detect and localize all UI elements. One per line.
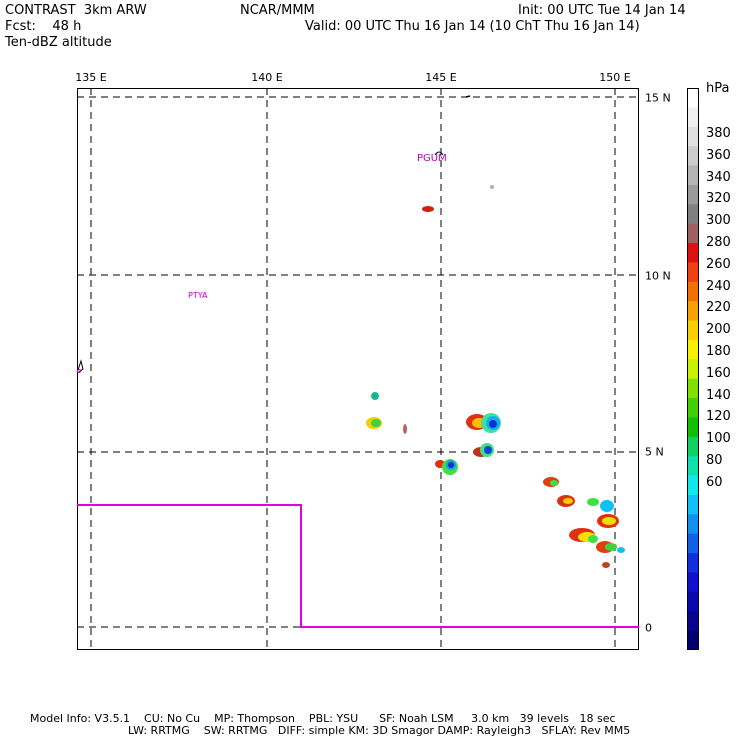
echo-cell <box>588 535 598 543</box>
station-label-guam: PGUM <box>417 153 447 164</box>
colorbar-tick-label: 320 <box>706 191 731 207</box>
colorbar-swatch <box>687 223 699 244</box>
echo-cell <box>422 206 434 212</box>
lat-label-15n: 15 N <box>645 91 671 105</box>
colorbar-swatch <box>687 339 699 360</box>
colorbar-swatch <box>687 436 699 457</box>
colorbar-tick-label: 260 <box>706 256 731 272</box>
colorbar-tick-label: 380 <box>706 126 731 141</box>
guam-coastline <box>434 151 444 156</box>
colorbar-swatch <box>687 456 699 477</box>
colorbar-swatch <box>687 514 699 535</box>
colorbar-swatch <box>687 359 699 380</box>
colorbar-swatch <box>687 165 699 186</box>
colorbar-swatch <box>687 591 699 612</box>
colorbar-swatch <box>687 243 699 263</box>
colorbar-swatch <box>687 398 699 418</box>
reflectivity-cells <box>366 185 625 568</box>
colorbar-swatch <box>687 281 699 302</box>
colorbar-tick-label: 120 <box>706 409 731 425</box>
colorbar-tick-label: 300 <box>706 213 731 229</box>
station-label-palau: PTYA <box>188 291 208 300</box>
colorbar-swatch <box>687 126 699 147</box>
colorbar-swatch <box>687 107 699 128</box>
colorbar-tick-label: 200 <box>706 322 731 338</box>
colorbar-tick-label: 140 <box>706 387 731 403</box>
map-panel: PGUM PTYA <box>77 88 639 650</box>
map-border <box>77 88 639 650</box>
colorbar-swatch <box>687 184 699 205</box>
colorbar-tick-label: 340 <box>706 169 731 185</box>
colorbar-tick-label: 160 <box>706 365 731 381</box>
model-info-line1: Model Info: V3.5.1 CU: No Cu MP: Thompso… <box>30 712 616 725</box>
echo-cell <box>605 543 617 551</box>
field-name: Ten-dBZ altitude <box>5 35 112 50</box>
island-coastline <box>465 95 471 98</box>
colorbar-tick-label: 60 <box>706 474 723 490</box>
model-info-line2: LW: RRTMG SW: RRTMG DIFF: simple KM: 3D … <box>128 724 631 737</box>
colorbar-swatch <box>687 533 699 554</box>
lon-label-135: 135 E <box>75 71 107 84</box>
echo-cell <box>489 420 497 428</box>
lon-label-150: 150 E <box>599 71 631 84</box>
model-title: CONTRAST 3km ARW <box>5 3 147 18</box>
echo-cell <box>602 517 616 525</box>
echo-cell <box>403 424 407 434</box>
lat-label-0: 0 <box>645 621 652 635</box>
colorbar-swatch <box>687 301 699 322</box>
colorbar-swatch <box>687 494 699 515</box>
echo-cell <box>600 500 614 512</box>
echo-cell <box>587 498 599 506</box>
colorbar-swatch <box>687 88 699 108</box>
colorbar-tick-label: 100 <box>706 431 731 447</box>
colorbar-tick-label: 360 <box>706 147 731 163</box>
station-marker-west <box>77 369 81 373</box>
colorbar-tick-label: 180 <box>706 344 731 359</box>
echo-cell <box>617 547 625 553</box>
colorbar-swatch <box>687 320 699 341</box>
colorbar-swatch <box>687 611 699 632</box>
echo-cell <box>373 394 377 398</box>
colorbar-tick-label: 240 <box>706 278 731 294</box>
echo-cell <box>484 446 492 454</box>
echo-cell <box>602 562 610 568</box>
echo-cell <box>448 462 454 468</box>
colorbar-swatch <box>687 572 699 593</box>
island-coastline-west <box>77 359 84 373</box>
init-time: Init: 00 UTC Tue 14 Jan 14 <box>518 3 686 18</box>
valid-time: Valid: 00 UTC Thu 16 Jan 14 (10 ChT Thu … <box>305 19 640 34</box>
colorbar-swatch <box>687 146 699 167</box>
colorbar-tick-label: 280 <box>706 235 731 250</box>
center-name: NCAR/MMM <box>240 3 315 18</box>
colorbar-tick-label: 220 <box>706 300 731 316</box>
colorbar-swatch <box>687 204 699 225</box>
colorbar-swatch <box>687 630 699 650</box>
colorbar-tick-label: 80 <box>706 453 723 468</box>
colorbar-swatch <box>687 262 699 283</box>
lat-label-10n: 10 N <box>645 269 671 283</box>
domain-boundary <box>77 504 639 628</box>
colorbar-swatch <box>687 378 699 399</box>
echo-cell <box>490 185 494 189</box>
lat-label-5n: 5 N <box>645 445 664 459</box>
colorbar-unit: hPa <box>706 81 730 96</box>
lon-label-145: 145 E <box>425 71 457 84</box>
echo-cell <box>563 498 573 504</box>
echo-cell <box>371 419 381 427</box>
lon-label-140: 140 E <box>251 71 283 84</box>
colorbar <box>687 88 699 650</box>
forecast-hour: Fcst: 48 h <box>5 19 82 34</box>
colorbar-swatch <box>687 475 699 496</box>
colorbar-swatch <box>687 417 699 438</box>
echo-cell <box>550 480 558 486</box>
colorbar-swatch <box>687 553 699 573</box>
